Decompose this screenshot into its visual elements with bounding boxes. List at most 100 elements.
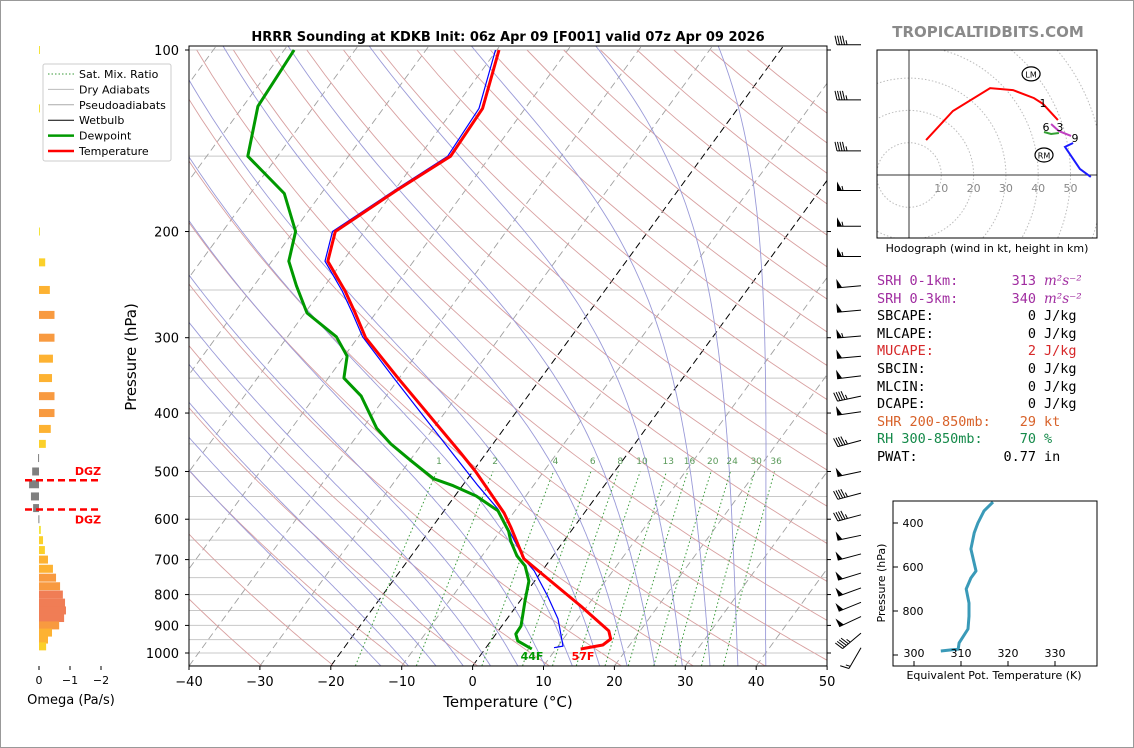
wind-barb-tick [842,141,845,152]
wind-barb-half-tick [841,221,844,227]
stat-row: RH 300-850mb: 70% [877,431,1127,449]
wind-barb-staff [837,514,862,522]
isotherm-line [401,82,827,666]
dry-adiabat-line [343,49,827,471]
stat-label: MLCAPE: [877,325,934,342]
omega-bar [39,333,55,342]
pseudoadiabat-line [189,219,546,666]
dry-adiabat-line [189,98,827,661]
omega-bar [39,621,60,630]
isotherm-line [543,276,827,666]
stat-unit: m²s⁻² [1044,290,1082,307]
wind-barb-flag [837,181,842,191]
omega-bar [38,515,40,524]
wind-barb-flag [835,406,843,416]
stat-row: MLCIN: 0 J/kg [877,379,1127,397]
wind-barb [835,601,862,612]
x-tick-label: 50 [819,675,836,690]
stat-row: DCAPE: 0 J/kg [877,396,1127,414]
pseudoadiabat-line [595,46,739,666]
wind-barb-staff [848,647,862,669]
y-tick-label: 900 [154,619,179,634]
wind-barb-tick [833,512,839,522]
wind-barb-half-tick [841,251,844,257]
legend-entry: Wetbulb [79,114,124,127]
wind-barb [834,35,861,46]
omega-bar [39,546,45,555]
wind-barb-tick [837,511,844,520]
hodograph-frame [876,49,1098,239]
wind-barb-tick [837,436,844,446]
pseudoadiabat-line [189,401,437,666]
dry-adiabat-line [189,407,478,666]
isotherm-line [189,46,430,376]
storm-motion-label: RM [1038,151,1051,160]
stat-row: PWAT: 0.77 in [877,449,1127,467]
wind-barb-tick [835,437,841,447]
y-tick-label: 600 [154,513,179,528]
storm-motion-marker [1021,66,1041,82]
stat-unit: J/kg [1044,360,1077,377]
omega-bar [38,454,40,463]
hodograph-caption: Hodograph (wind in kt, height in km) [886,242,1089,255]
wind-barbs [833,35,862,669]
omega-bar [39,104,40,113]
dgz-label: DGZ [75,465,101,478]
dry-adiabat-line [416,49,827,401]
wind-barb-half-tick [845,95,848,101]
wind-barb [836,369,862,380]
wind-barb [833,390,862,402]
stat-unit: J/kg [1044,343,1077,360]
wind-barb [833,488,862,500]
wind-barb-tick [840,436,846,445]
dry-adiabat-line [306,49,827,507]
stat-value: 313 [1011,273,1036,289]
isotherm-line [189,46,359,279]
omega-bar [39,424,51,433]
y-tick-label: 200 [154,226,179,241]
wind-barb-staff [837,470,862,477]
wind-barb [835,571,862,581]
wind-barb-tick [840,390,846,400]
wind-barb [836,278,862,289]
omega-bar [39,635,48,644]
wind-barb [837,247,861,257]
isotherm-line [1,37,10,666]
x-tick-label: −40 [175,675,202,690]
x-tick-label: 30 [677,675,694,690]
wind-barb [835,551,862,561]
wind-barb [836,329,862,339]
mixing-ratio-label: 16 [684,457,696,467]
omega-bar [32,467,39,476]
wind-barb-tick [837,489,844,499]
hodograph-segment [925,87,1059,141]
wind-barb [835,467,862,477]
wind-barb-tick [839,90,843,101]
pseudoadiabat-line [189,436,409,666]
stat-label: PWAT: [877,448,918,465]
omega-bar [39,573,57,582]
omega-bar [39,590,63,599]
chart-title: HRRR Sounding at KDKB Init: 06z Apr 09 [… [251,30,764,45]
stat-label: MLCIN: [877,378,926,395]
stat-unit: % [1044,431,1053,448]
wind-barb-staff [837,439,862,448]
pseudoadiabat-line [470,46,711,666]
hodograph-ring-label: 10 [934,182,948,195]
wind-barb-half-tick [844,439,848,445]
highlight-isotherm-line [472,179,827,666]
hodograph-height-label: 9 [1072,132,1079,145]
pseudoadiabat-line [189,363,464,666]
y-tick-label: 800 [154,589,179,604]
surface-dewpoint-label: 44F [521,650,544,663]
wind-barb [835,406,862,416]
wind-barb-staff [837,492,862,500]
wind-barb-half-tick [844,514,848,519]
stat-value: 0 [1027,396,1036,413]
theta-e-y-label: Pressure (hPa) [875,544,888,623]
hodograph-height-label: 1 [1040,97,1047,110]
wind-barb-flag [835,618,844,627]
theta-e-line [940,501,995,653]
omega-bar [39,564,53,573]
stat-value: 340 [1011,290,1036,307]
